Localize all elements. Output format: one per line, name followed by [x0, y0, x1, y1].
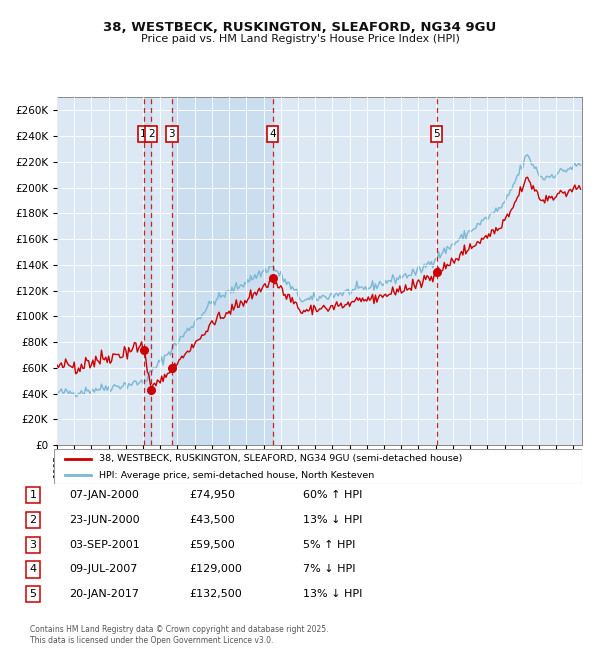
Text: HPI: Average price, semi-detached house, North Kesteven: HPI: Average price, semi-detached house,… [99, 471, 374, 480]
Text: 3: 3 [169, 129, 175, 139]
Text: 09-JUL-2007: 09-JUL-2007 [69, 564, 137, 575]
Text: 4: 4 [269, 129, 276, 139]
Text: 7% ↓ HPI: 7% ↓ HPI [303, 564, 355, 575]
Text: £129,000: £129,000 [189, 564, 242, 575]
Text: 1: 1 [140, 129, 147, 139]
Text: 23-JUN-2000: 23-JUN-2000 [69, 515, 140, 525]
Text: 1: 1 [29, 490, 37, 501]
Text: 2: 2 [29, 515, 37, 525]
FancyBboxPatch shape [54, 448, 582, 484]
Text: 03-SEP-2001: 03-SEP-2001 [69, 540, 140, 550]
Text: 60% ↑ HPI: 60% ↑ HPI [303, 490, 362, 501]
Text: 5: 5 [29, 589, 37, 599]
Text: 5: 5 [433, 129, 440, 139]
Text: 2: 2 [148, 129, 154, 139]
Text: 07-JAN-2000: 07-JAN-2000 [69, 490, 139, 501]
Text: £132,500: £132,500 [189, 589, 242, 599]
Text: £43,500: £43,500 [189, 515, 235, 525]
Bar [172, 98, 272, 445]
Text: 38, WESTBECK, RUSKINGTON, SLEAFORD, NG34 9GU: 38, WESTBECK, RUSKINGTON, SLEAFORD, NG34… [103, 21, 497, 34]
Text: 13% ↓ HPI: 13% ↓ HPI [303, 515, 362, 525]
Text: 13% ↓ HPI: 13% ↓ HPI [303, 589, 362, 599]
Text: 20-JAN-2017: 20-JAN-2017 [69, 589, 139, 599]
Text: £74,950: £74,950 [189, 490, 235, 501]
Text: Price paid vs. HM Land Registry's House Price Index (HPI): Price paid vs. HM Land Registry's House … [140, 34, 460, 44]
Text: £59,500: £59,500 [189, 540, 235, 550]
Text: 3: 3 [29, 540, 37, 550]
Text: 5% ↑ HPI: 5% ↑ HPI [303, 540, 355, 550]
Bar [143, 98, 151, 445]
Text: 4: 4 [29, 564, 37, 575]
Text: Contains HM Land Registry data © Crown copyright and database right 2025.
This d: Contains HM Land Registry data © Crown c… [30, 625, 329, 645]
Text: 38, WESTBECK, RUSKINGTON, SLEAFORD, NG34 9GU (semi-detached house): 38, WESTBECK, RUSKINGTON, SLEAFORD, NG34… [99, 454, 462, 463]
